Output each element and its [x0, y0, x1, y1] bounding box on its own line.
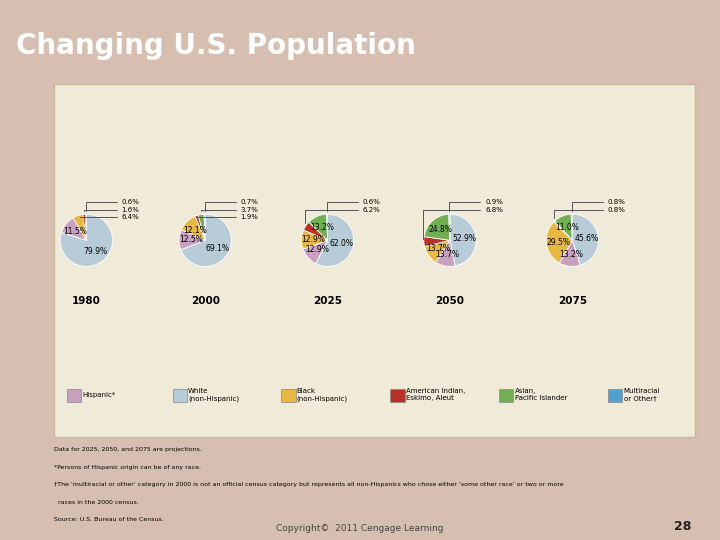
- Text: †The ‘multiracial or other’ category in 2000 is not an official census category : †The ‘multiracial or other’ category in …: [54, 482, 564, 487]
- Wedge shape: [546, 222, 572, 263]
- Text: 0.8%: 0.8%: [608, 207, 626, 213]
- Text: 0.6%: 0.6%: [122, 199, 140, 205]
- Wedge shape: [181, 216, 205, 240]
- Text: 1980: 1980: [72, 296, 101, 306]
- Wedge shape: [327, 214, 328, 240]
- Wedge shape: [449, 214, 450, 240]
- Text: Multiracial
or Other†: Multiracial or Other†: [624, 388, 660, 401]
- Text: Hispanic*: Hispanic*: [82, 392, 115, 398]
- Text: 29.5%: 29.5%: [546, 238, 570, 247]
- Bar: [173, 389, 186, 402]
- Text: 11.0%: 11.0%: [555, 222, 579, 232]
- Wedge shape: [304, 222, 328, 240]
- Wedge shape: [204, 214, 205, 240]
- Text: 69.1%: 69.1%: [205, 244, 229, 253]
- Text: 28: 28: [674, 520, 691, 533]
- Text: 79.9%: 79.9%: [83, 247, 107, 256]
- Wedge shape: [179, 230, 205, 250]
- Text: 3.7%: 3.7%: [240, 207, 258, 213]
- Text: 6.2%: 6.2%: [363, 207, 381, 213]
- Bar: [390, 389, 405, 402]
- Text: 0.6%: 0.6%: [363, 199, 381, 205]
- Text: 0.9%: 0.9%: [485, 199, 503, 205]
- Text: 12.9%: 12.9%: [301, 235, 325, 245]
- Bar: [67, 389, 81, 402]
- Text: White
(non-Hispanic): White (non-Hispanic): [188, 388, 239, 402]
- Text: 13.7%: 13.7%: [436, 250, 459, 259]
- Text: 0.7%: 0.7%: [240, 199, 258, 205]
- Wedge shape: [554, 221, 572, 240]
- Text: 24.8%: 24.8%: [428, 225, 452, 234]
- Wedge shape: [425, 240, 450, 262]
- Text: 13.7%: 13.7%: [426, 244, 450, 253]
- Text: 2000: 2000: [191, 296, 220, 306]
- Text: American Indian,
Eskimo, Aleut: American Indian, Eskimo, Aleut: [406, 388, 465, 401]
- Text: 45.6%: 45.6%: [575, 234, 599, 242]
- Text: 2075: 2075: [558, 296, 587, 306]
- Text: Copyright©  2011 Cengage Learning: Copyright© 2011 Cengage Learning: [276, 524, 444, 533]
- Wedge shape: [315, 214, 354, 266]
- Wedge shape: [450, 214, 476, 266]
- Wedge shape: [181, 214, 231, 266]
- Text: 0.8%: 0.8%: [608, 199, 626, 205]
- Text: 12.5%: 12.5%: [179, 235, 203, 245]
- Bar: [608, 389, 622, 402]
- Text: 1.6%: 1.6%: [122, 207, 140, 213]
- Text: 1.9%: 1.9%: [240, 214, 258, 220]
- Text: *Persons of Hispanic origin can be of any race.: *Persons of Hispanic origin can be of an…: [54, 465, 201, 470]
- Text: Data for 2025, 2050, and 2075 are projections.: Data for 2025, 2050, and 2075 are projec…: [54, 447, 202, 453]
- Bar: [500, 389, 513, 402]
- Text: Black
(non-Hispanic): Black (non-Hispanic): [297, 388, 348, 402]
- Text: 2050: 2050: [436, 296, 464, 306]
- Wedge shape: [60, 214, 112, 266]
- Text: 2025: 2025: [313, 296, 342, 306]
- Wedge shape: [302, 230, 328, 249]
- Text: 62.0%: 62.0%: [330, 239, 354, 248]
- Wedge shape: [61, 218, 86, 240]
- Text: 13.2%: 13.2%: [310, 222, 333, 232]
- Wedge shape: [73, 214, 86, 240]
- Text: 6.8%: 6.8%: [485, 207, 503, 213]
- Text: Asian,
Pacific Islander: Asian, Pacific Islander: [515, 388, 567, 401]
- Wedge shape: [571, 214, 572, 240]
- Wedge shape: [572, 214, 598, 265]
- Wedge shape: [83, 214, 86, 240]
- Wedge shape: [436, 240, 455, 266]
- Text: 13.2%: 13.2%: [559, 250, 582, 259]
- Wedge shape: [559, 240, 580, 266]
- Text: 11.5%: 11.5%: [63, 227, 87, 236]
- Text: 52.9%: 52.9%: [452, 234, 477, 244]
- Wedge shape: [303, 240, 328, 264]
- Text: Source: U.S. Bureau of the Census.: Source: U.S. Bureau of the Census.: [54, 517, 163, 522]
- Bar: [282, 389, 296, 402]
- Text: Changing U.S. Population: Changing U.S. Population: [16, 32, 415, 60]
- Text: 6.4%: 6.4%: [122, 214, 140, 220]
- Wedge shape: [309, 214, 328, 240]
- Text: 12.9%: 12.9%: [305, 245, 329, 254]
- Text: 12.1%: 12.1%: [184, 226, 207, 234]
- Wedge shape: [424, 237, 450, 246]
- Wedge shape: [195, 215, 205, 240]
- Text: races in the 2000 census.: races in the 2000 census.: [54, 500, 139, 505]
- Wedge shape: [198, 214, 205, 240]
- Wedge shape: [555, 214, 572, 240]
- Wedge shape: [424, 214, 450, 240]
